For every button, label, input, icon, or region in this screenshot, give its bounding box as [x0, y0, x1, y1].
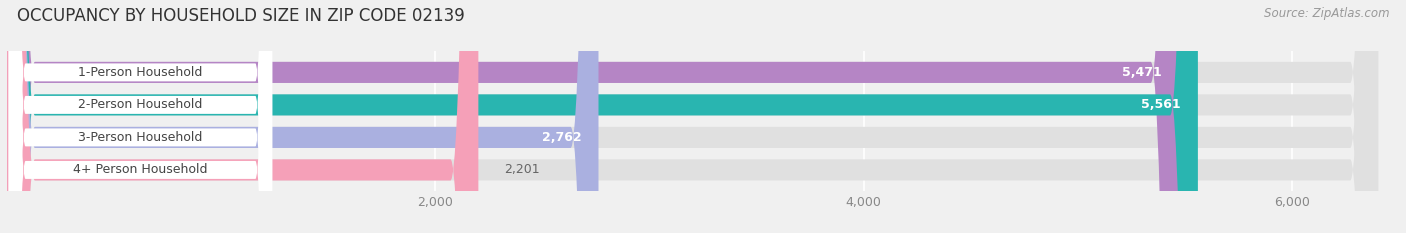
FancyBboxPatch shape	[8, 0, 273, 233]
Text: 5,471: 5,471	[1122, 66, 1161, 79]
Text: 3-Person Household: 3-Person Household	[79, 131, 202, 144]
Text: 4+ Person Household: 4+ Person Household	[73, 163, 208, 176]
FancyBboxPatch shape	[7, 0, 1198, 233]
FancyBboxPatch shape	[7, 0, 599, 233]
Text: 2,762: 2,762	[541, 131, 581, 144]
FancyBboxPatch shape	[7, 0, 478, 233]
Text: 2,201: 2,201	[505, 163, 540, 176]
FancyBboxPatch shape	[7, 0, 1378, 233]
Text: 2-Person Household: 2-Person Household	[79, 98, 202, 111]
Text: 1-Person Household: 1-Person Household	[79, 66, 202, 79]
Text: OCCUPANCY BY HOUSEHOLD SIZE IN ZIP CODE 02139: OCCUPANCY BY HOUSEHOLD SIZE IN ZIP CODE …	[17, 7, 464, 25]
Text: 5,561: 5,561	[1142, 98, 1181, 111]
FancyBboxPatch shape	[8, 0, 273, 233]
FancyBboxPatch shape	[7, 0, 1378, 233]
FancyBboxPatch shape	[8, 0, 273, 233]
Text: Source: ZipAtlas.com: Source: ZipAtlas.com	[1264, 7, 1389, 20]
FancyBboxPatch shape	[7, 0, 1378, 233]
FancyBboxPatch shape	[7, 0, 1178, 233]
FancyBboxPatch shape	[8, 0, 273, 233]
FancyBboxPatch shape	[7, 0, 1378, 233]
